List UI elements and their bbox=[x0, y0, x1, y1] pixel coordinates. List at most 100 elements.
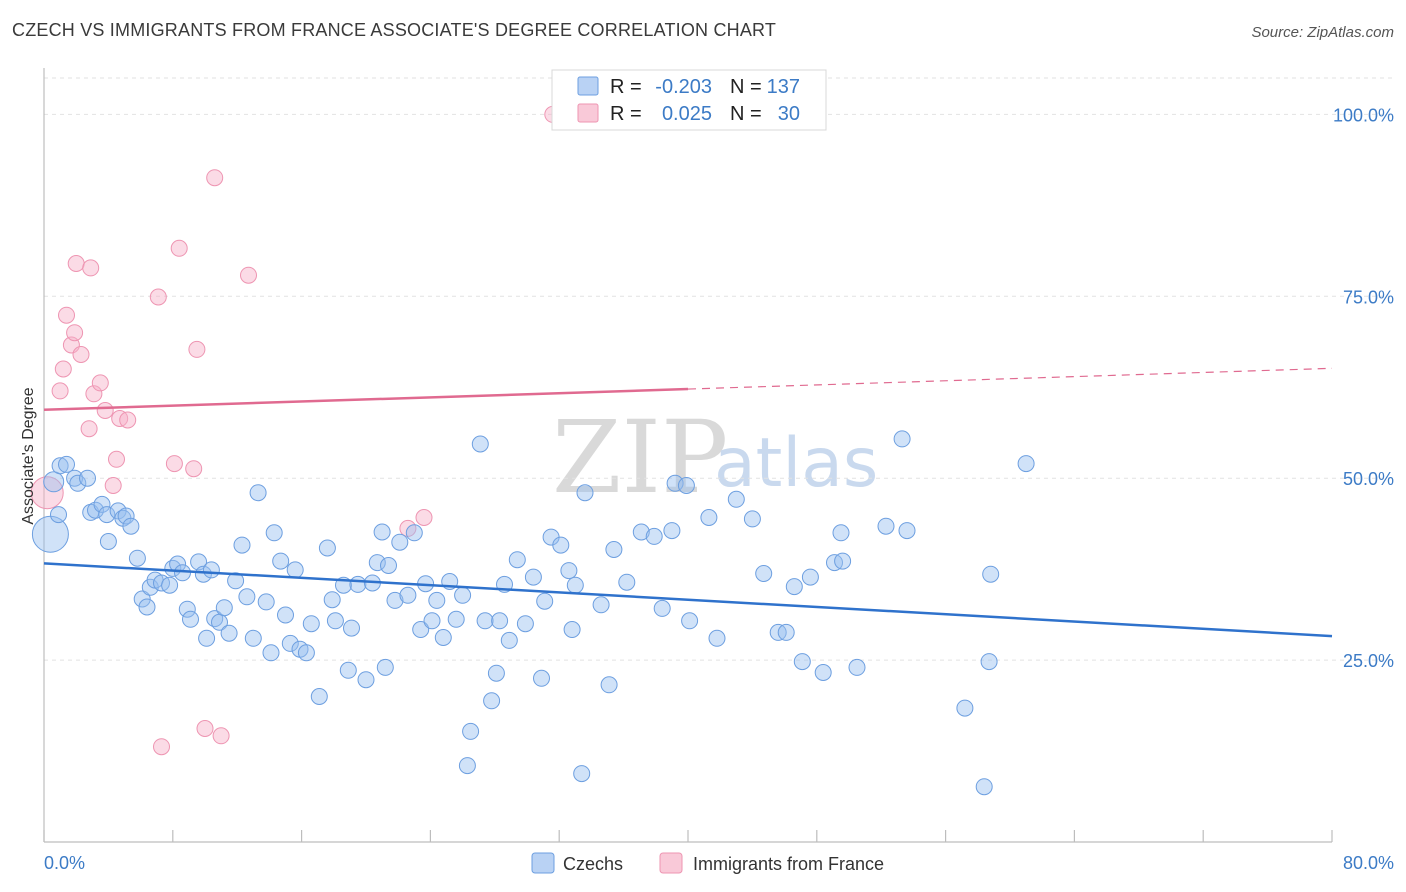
czech-point-77 bbox=[454, 586, 472, 604]
czech-point-72 bbox=[423, 612, 441, 630]
czech-point-110 bbox=[700, 509, 718, 526]
czech-point-58 bbox=[343, 619, 360, 637]
czech-point-3 bbox=[51, 457, 69, 475]
y-tick-label-50: 50.0% bbox=[1343, 469, 1394, 489]
chart-title: CZECH VS IMMIGRANTS FROM FRANCE ASSOCIAT… bbox=[12, 20, 777, 40]
stats-r-label-france: R = bbox=[610, 103, 642, 125]
czech-point-120 bbox=[814, 664, 832, 681]
czech-point-53 bbox=[318, 539, 336, 557]
czech-point-76 bbox=[447, 610, 465, 628]
czech-point-122 bbox=[834, 552, 852, 570]
france-trend-line bbox=[43, 387, 689, 412]
czech-point-11 bbox=[98, 506, 116, 524]
czech-point-103 bbox=[632, 523, 650, 541]
czech-point-7 bbox=[79, 469, 96, 487]
czech-point-5 bbox=[66, 469, 84, 487]
france-point-12 bbox=[96, 402, 114, 419]
france-point-2 bbox=[54, 360, 72, 378]
czech-point-31 bbox=[198, 629, 216, 647]
czech-point-112 bbox=[727, 490, 745, 508]
czech-points bbox=[31, 430, 1035, 796]
czech-point-37 bbox=[227, 572, 245, 590]
czech-point-45 bbox=[272, 552, 290, 570]
stats-swatch-france bbox=[577, 103, 599, 123]
czech-point-26 bbox=[174, 564, 191, 582]
czech-point-105 bbox=[653, 599, 671, 617]
y-tick-label-75: 75.0% bbox=[1343, 287, 1394, 307]
czech-point-131 bbox=[980, 653, 998, 671]
czech-point-123 bbox=[832, 524, 850, 542]
france-point-8 bbox=[80, 420, 98, 438]
stats-r-value-czechs: -0.203 bbox=[655, 76, 712, 98]
france-point-18 bbox=[153, 738, 170, 756]
czech-point-47 bbox=[281, 634, 299, 652]
france-point-0 bbox=[30, 476, 64, 510]
czech-point-128 bbox=[956, 699, 974, 717]
czech-point-91 bbox=[536, 592, 554, 610]
czech-point-113 bbox=[743, 510, 761, 528]
czech-point-114 bbox=[755, 565, 773, 582]
czech-point-119 bbox=[801, 568, 819, 586]
stats-n-value-france: 30 bbox=[778, 103, 800, 125]
czech-point-68 bbox=[399, 586, 417, 604]
czech-point-60 bbox=[357, 671, 375, 689]
czech-point-36 bbox=[220, 624, 238, 642]
czech-point-17 bbox=[128, 549, 146, 567]
y-axis-label: Associate's Degree bbox=[20, 387, 37, 524]
czech-point-67 bbox=[391, 533, 409, 551]
stats-legend: R = -0.203 N = 137 R = 0.025 N = 30 bbox=[551, 69, 827, 131]
france-point-13 bbox=[104, 477, 122, 494]
czech-point-126 bbox=[893, 430, 911, 448]
czech-point-95 bbox=[566, 576, 584, 594]
czech-point-130 bbox=[982, 565, 1000, 583]
czech-point-97 bbox=[573, 765, 591, 783]
czech-point-81 bbox=[476, 612, 494, 630]
trend-lines bbox=[43, 367, 1333, 638]
czech-point-74 bbox=[434, 629, 452, 646]
stats-n-value-czechs: 137 bbox=[767, 76, 800, 98]
czech-point-52 bbox=[310, 688, 328, 705]
czech-point-28 bbox=[182, 610, 199, 628]
france-point-7 bbox=[72, 346, 90, 363]
czech-trend-line bbox=[43, 562, 1333, 638]
czech-point-79 bbox=[458, 757, 476, 775]
france-trend-line-dashed bbox=[687, 367, 1333, 390]
czech-point-4 bbox=[58, 455, 75, 473]
czech-point-118 bbox=[793, 653, 811, 671]
czech-point-108 bbox=[677, 477, 695, 494]
czech-point-93 bbox=[552, 536, 570, 554]
czech-point-78 bbox=[462, 722, 480, 740]
france-point-21 bbox=[185, 460, 203, 478]
czech-point-23 bbox=[161, 576, 179, 594]
czech-point-46 bbox=[277, 606, 294, 624]
czech-point-64 bbox=[376, 658, 394, 676]
czech-point-41 bbox=[249, 484, 267, 502]
czech-point-87 bbox=[508, 551, 526, 569]
czech-point-129 bbox=[975, 778, 993, 796]
france-point-28 bbox=[415, 509, 433, 526]
watermark-zip: ZIP bbox=[552, 399, 728, 516]
france-point-11 bbox=[91, 374, 109, 392]
czech-point-42 bbox=[257, 593, 275, 611]
france-point-9 bbox=[82, 259, 100, 277]
france-point-14 bbox=[108, 450, 125, 468]
france-point-17 bbox=[149, 288, 167, 306]
czech-point-19 bbox=[138, 598, 156, 616]
czech-point-98 bbox=[576, 484, 594, 502]
stats-swatch-czechs bbox=[577, 76, 599, 96]
legend-label-czechs: Czechs bbox=[563, 854, 623, 874]
czech-point-127 bbox=[898, 522, 916, 540]
x-ticks bbox=[43, 830, 1333, 842]
czech-point-39 bbox=[238, 588, 256, 606]
legend-label-france: Immigrants from France bbox=[693, 854, 884, 874]
france-point-5 bbox=[66, 324, 84, 342]
stats-n-label-france: N = bbox=[730, 103, 762, 125]
czech-point-116 bbox=[777, 623, 795, 641]
france-point-3 bbox=[58, 306, 75, 324]
czech-point-62 bbox=[368, 554, 386, 572]
france-point-25 bbox=[212, 727, 230, 745]
czech-point-94 bbox=[560, 562, 578, 580]
czech-point-82 bbox=[483, 692, 501, 710]
czech-point-35 bbox=[215, 599, 233, 617]
czech-point-54 bbox=[323, 591, 341, 609]
